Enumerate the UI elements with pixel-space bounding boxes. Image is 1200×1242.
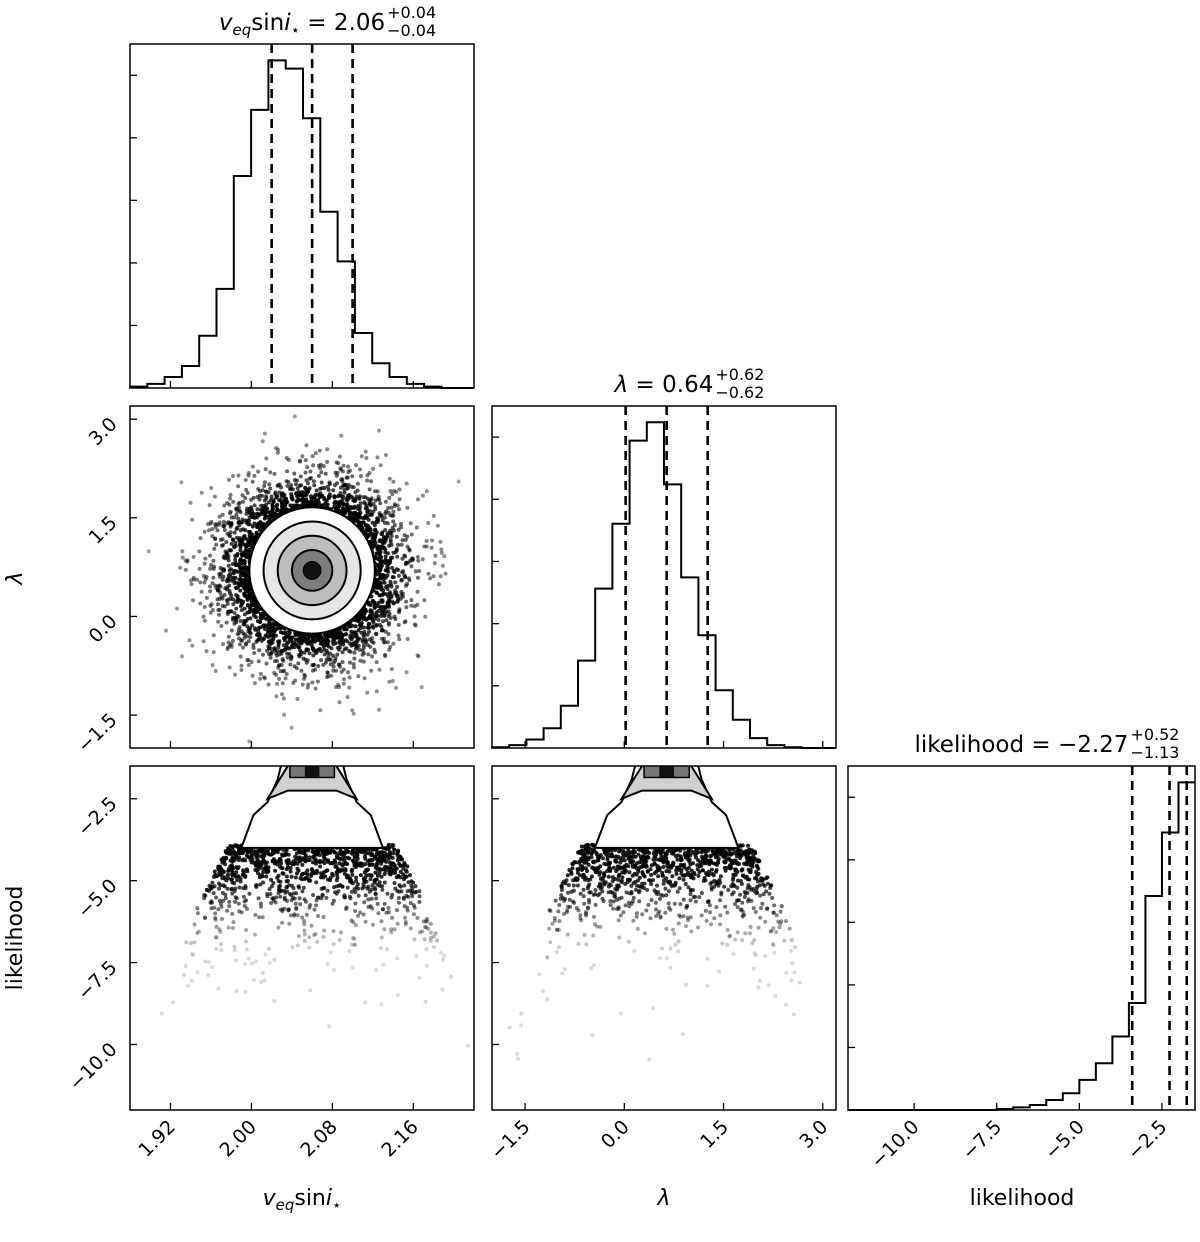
scatter-lambda-vs-vsini — [129, 405, 475, 749]
panel-title-vsini: veqsini⋆ = 2.06 — [219, 10, 385, 39]
histogram-lambda — [491, 421, 836, 749]
y-tick-label: −1.5 — [73, 709, 121, 757]
panel-frame — [129, 765, 475, 1111]
x-tick-label: −5.0 — [1041, 1116, 1089, 1164]
panel-content — [146, 414, 461, 744]
contour-core — [302, 560, 322, 580]
y-tick-label: −7.5 — [73, 957, 121, 1005]
panel-title-lambda: λ = 0.64 — [613, 372, 714, 398]
title-minus: −0.62 — [715, 383, 764, 402]
x-tick-label: −10.0 — [867, 1116, 924, 1173]
y-tick-label: −5.0 — [73, 875, 121, 923]
y-tick-label: 0.0 — [85, 610, 122, 647]
hist-panel-lambda — [491, 405, 837, 749]
x-tick-label: 2.16 — [377, 1116, 422, 1161]
histogram-likelihood — [848, 781, 1195, 1111]
panel-content — [507, 766, 802, 1062]
title-plus: +0.04 — [387, 3, 436, 22]
x-tick-label: 1.92 — [135, 1116, 180, 1161]
y-tick-label: 3.0 — [85, 413, 122, 450]
title-minus: −0.04 — [387, 21, 436, 40]
panel-frame — [847, 765, 1196, 1111]
panel-title-likelihood: likelihood = −2.27 — [915, 732, 1129, 758]
panel-frame — [491, 765, 837, 1111]
title-plus: +0.52 — [1130, 725, 1179, 744]
x-tick-label: 2.00 — [215, 1116, 260, 1161]
panel-frame — [129, 405, 475, 749]
x-axis-label-vsini: veqsini⋆ — [263, 1186, 342, 1214]
x-tick-label: −7.5 — [958, 1116, 1006, 1164]
title-plus: +0.62 — [715, 365, 764, 384]
x-axis-label-lambda: λ — [656, 1186, 670, 1211]
contour-core — [304, 766, 320, 778]
y-tick-label: −2.5 — [73, 793, 121, 841]
x-tick-label: 1.5 — [696, 1116, 733, 1153]
panel-frame — [129, 43, 475, 389]
y-tick-label: 1.5 — [85, 512, 122, 549]
y-axis-label-lambda: λ — [3, 571, 28, 585]
x-tick-label: 2.08 — [296, 1116, 341, 1161]
x-axis-label-likelihood: likelihood — [970, 1186, 1075, 1211]
x-tick-label: −1.5 — [486, 1116, 534, 1164]
hist-panel-likelihood — [847, 765, 1196, 1111]
x-tick-label: 0.0 — [597, 1116, 634, 1153]
y-axis-label-likelihood: likelihood — [3, 886, 28, 991]
scatter-likelihood-vs-vsini — [129, 765, 475, 1111]
contour-core — [659, 766, 675, 778]
histogram-vsini — [129, 59, 474, 389]
title-minus: −1.13 — [1130, 743, 1179, 762]
hist-panel-vsini — [129, 43, 475, 389]
scatter-likelihood-vs-lambda — [491, 765, 837, 1111]
panel-content — [159, 766, 470, 1048]
x-tick-label: −2.5 — [1123, 1116, 1171, 1164]
x-tick-label: 3.0 — [795, 1116, 832, 1153]
y-tick-label: −10.0 — [65, 1038, 122, 1095]
